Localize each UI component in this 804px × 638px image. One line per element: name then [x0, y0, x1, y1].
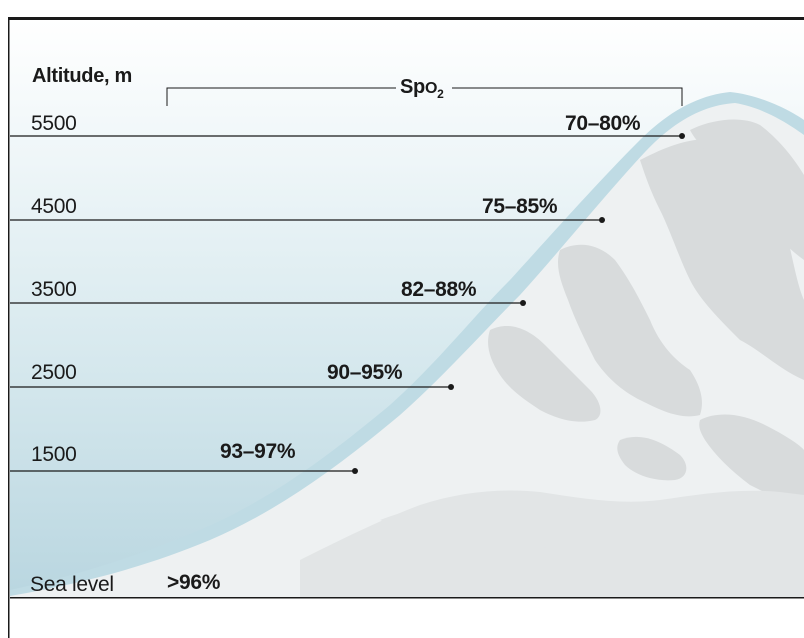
spo2-1500: 93–97%	[220, 440, 296, 463]
lower-mountain-shadow	[300, 490, 804, 598]
altitude-dots	[352, 133, 685, 474]
spo2-5500: 70–80%	[565, 112, 641, 135]
top-border	[8, 17, 804, 20]
mountain-rock-shading	[488, 119, 804, 510]
altitude-axis-label: Altitude, m	[32, 65, 133, 87]
altitude-5500: 5500	[31, 112, 77, 135]
altitude-sea-level: Sea level	[30, 573, 114, 596]
left-border	[8, 20, 10, 638]
spo2-sea-level: >96%	[167, 571, 221, 594]
dot-2500	[448, 384, 454, 390]
altitude-4500: 4500	[31, 195, 77, 218]
altitude-2500: 2500	[31, 361, 77, 384]
altitude-lines	[10, 135, 682, 472]
dot-3500	[520, 300, 526, 306]
sea-level-line	[10, 597, 804, 599]
altitude-3500: 3500	[31, 278, 77, 301]
dot-4500	[599, 217, 605, 223]
spo2-bracket	[166, 87, 683, 106]
mountain	[10, 103, 804, 598]
ground-strip	[10, 598, 804, 638]
spo2-4500: 75–85%	[482, 195, 558, 218]
spo2-2500: 90–95%	[327, 361, 403, 384]
dot-1500	[352, 468, 358, 474]
spo2-header-sub: 2	[437, 87, 444, 101]
spo2-header-main: Sp	[400, 76, 425, 98]
altitude-1500: 1500	[31, 443, 77, 466]
dot-5500	[679, 133, 685, 139]
spo2-header-o: O	[424, 80, 438, 97]
spo2-header: SpO2	[400, 77, 444, 100]
spo2-3500: 82–88%	[401, 278, 477, 301]
